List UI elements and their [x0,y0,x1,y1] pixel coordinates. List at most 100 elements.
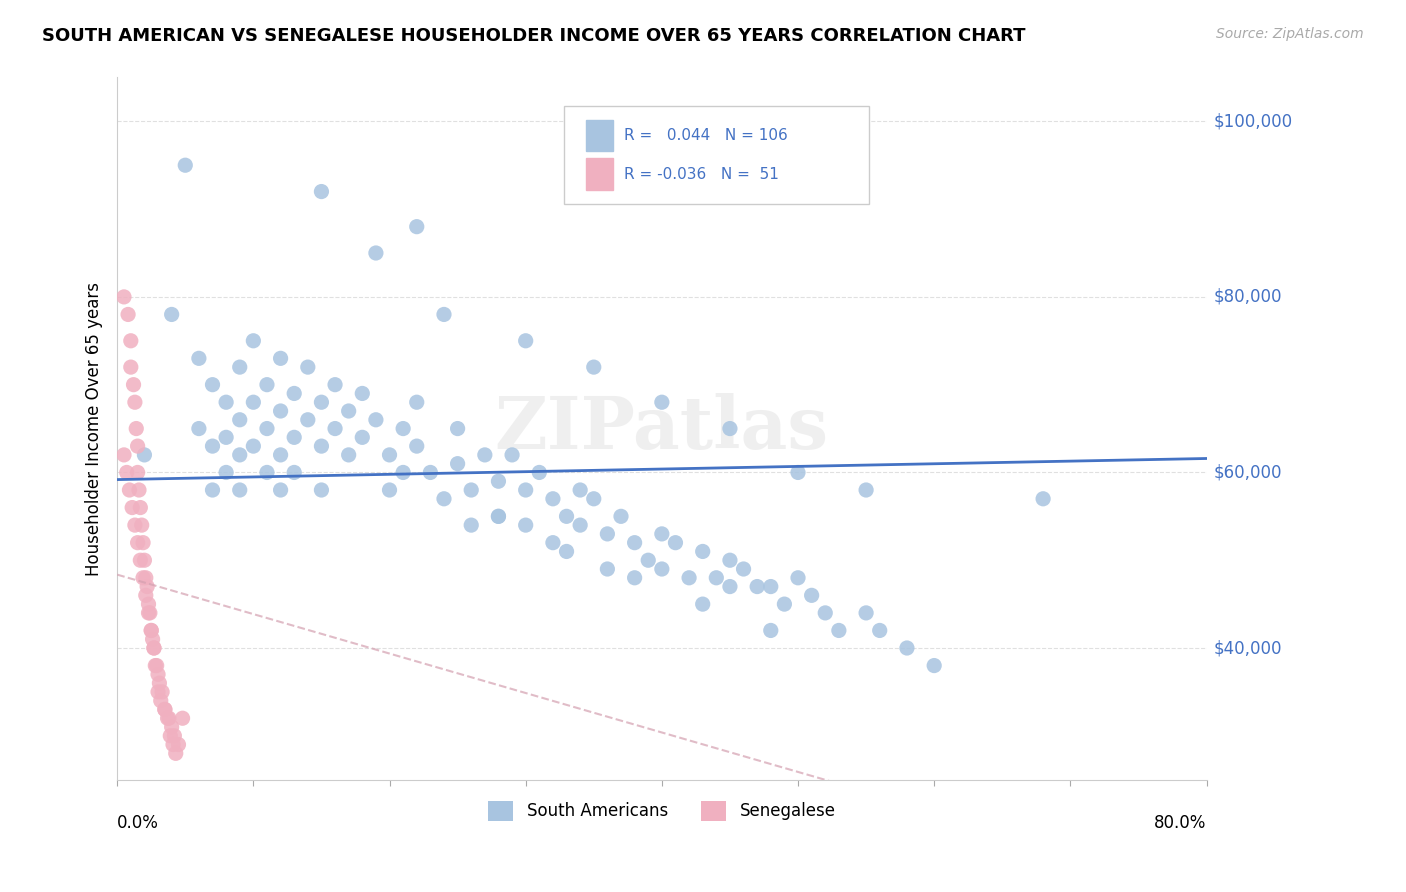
Point [352,386,374,401]
Point [311,439,333,453]
Point [150,685,173,699]
Point [120,334,142,348]
Point [229,483,252,497]
Point [160,308,183,322]
Point [555,544,578,558]
Point [256,466,278,480]
Point [165,747,187,761]
Point [704,571,727,585]
Point [242,439,264,453]
Point [773,597,796,611]
Point [172,711,194,725]
Text: $40,000: $40,000 [1213,639,1282,657]
Text: R = -0.036   N =  51: R = -0.036 N = 51 [624,167,779,182]
Point [256,377,278,392]
Point [446,421,468,435]
Legend: South Americans, Senegalese: South Americans, Senegalese [482,794,842,828]
Text: $100,000: $100,000 [1213,112,1292,130]
Point [187,421,209,435]
Point [337,404,360,418]
Point [134,448,156,462]
Point [488,474,510,488]
Point [145,658,167,673]
Point [828,624,851,638]
Point [405,219,427,234]
Text: $80,000: $80,000 [1213,288,1282,306]
Text: SOUTH AMERICAN VS SENEGALESE HOUSEHOLDER INCOME OVER 65 YEARS CORRELATION CHART: SOUTH AMERICAN VS SENEGALESE HOUSEHOLDER… [42,27,1026,45]
Point [128,483,150,497]
Point [142,640,165,655]
Point [896,640,918,655]
Point [446,457,468,471]
Point [692,597,714,611]
Point [623,535,645,549]
Point [555,509,578,524]
Point [433,308,456,322]
Point [311,483,333,497]
Point [159,729,181,743]
Point [323,377,346,392]
FancyBboxPatch shape [564,105,869,204]
Point [474,448,496,462]
Point [718,580,741,594]
Point [127,439,149,453]
Point [174,158,197,172]
Point [733,562,755,576]
Point [364,413,387,427]
Y-axis label: Householder Income Over 65 years: Householder Income Over 65 years [86,282,103,575]
Point [637,553,659,567]
Point [132,571,155,585]
Point [855,606,877,620]
Point [143,658,166,673]
Point [364,246,387,260]
Point [678,571,700,585]
Point [855,483,877,497]
Point [132,535,155,549]
Point [163,729,186,743]
Point [229,413,252,427]
Point [157,711,180,725]
Point [297,360,319,375]
Point [610,509,633,524]
Point [515,483,537,497]
Point [242,334,264,348]
Point [129,553,152,567]
Point [759,624,782,638]
Point [718,553,741,567]
Point [405,395,427,409]
Point [664,535,686,549]
Text: $60,000: $60,000 [1213,464,1282,482]
Point [623,571,645,585]
Point [167,738,190,752]
Point [529,466,551,480]
Point [117,308,139,322]
Point [129,500,152,515]
Point [138,597,160,611]
Point [569,518,592,533]
Point [515,518,537,533]
Point [378,483,401,497]
Point [135,588,157,602]
Point [283,386,305,401]
Point [201,439,224,453]
Text: ZIPatlas: ZIPatlas [495,393,830,464]
Point [323,421,346,435]
Point [596,527,619,541]
Point [352,430,374,444]
Point [270,404,292,418]
Point [112,290,135,304]
Point [142,632,165,647]
Point [270,483,292,497]
Point [869,624,891,638]
Point [541,491,564,506]
Point [138,606,160,620]
Point [460,518,482,533]
Point [651,395,673,409]
Point [146,667,169,681]
Point [229,360,252,375]
Point [153,702,176,716]
Point [242,395,264,409]
Point [392,466,415,480]
Point [118,483,141,497]
Point [405,439,427,453]
